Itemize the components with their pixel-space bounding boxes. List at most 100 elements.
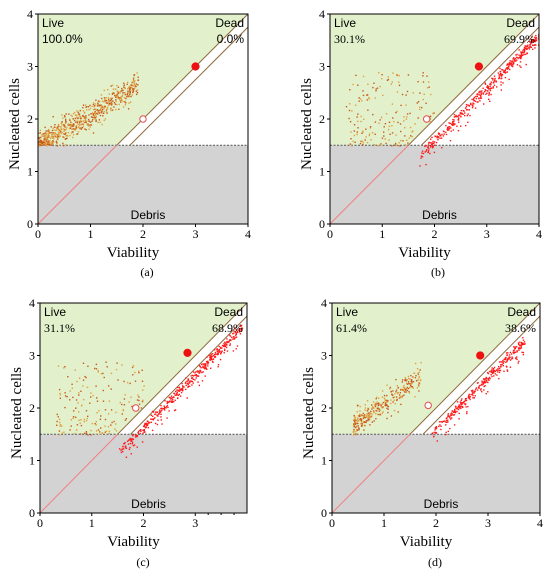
data-point	[63, 133, 65, 135]
data-point	[124, 93, 126, 96]
data-point	[490, 81, 492, 83]
data-point	[390, 399, 392, 401]
gate-handle-open[interactable]	[424, 401, 432, 410]
live-percentage: 61.4%	[336, 321, 367, 335]
data-point	[429, 115, 432, 118]
data-point	[57, 123, 60, 126]
data-point	[159, 411, 162, 413]
data-point	[380, 403, 382, 406]
data-point	[373, 407, 375, 409]
data-point	[475, 97, 477, 100]
data-point	[166, 417, 168, 419]
plot-area	[38, 14, 248, 224]
gate-handle-open[interactable]	[422, 115, 431, 123]
data-point	[181, 382, 183, 385]
data-point	[355, 425, 358, 427]
data-point	[364, 404, 366, 406]
data-point	[218, 350, 220, 352]
data-point	[130, 87, 132, 89]
data-point	[406, 113, 409, 115]
data-point	[416, 387, 419, 389]
data-point	[48, 142, 50, 144]
data-point	[348, 117, 350, 120]
data-point	[518, 54, 520, 56]
data-point	[495, 369, 498, 371]
data-point	[108, 400, 111, 402]
data-point	[182, 386, 184, 388]
gate-handle-filled[interactable]	[474, 62, 484, 71]
data-point	[498, 371, 501, 374]
data-point	[454, 408, 456, 411]
data-point	[107, 97, 109, 99]
data-point	[494, 77, 496, 80]
data-point	[122, 93, 124, 95]
gate-handle-open[interactable]	[132, 404, 140, 412]
data-point	[204, 375, 206, 377]
data-point	[119, 401, 121, 404]
data-point	[509, 366, 512, 368]
data-point	[137, 76, 139, 78]
data-point	[445, 131, 447, 134]
data-point	[537, 36, 539, 38]
data-point	[394, 393, 396, 395]
data-point	[349, 103, 351, 105]
data-point	[205, 366, 207, 368]
data-point	[56, 145, 58, 147]
data-point	[138, 372, 140, 374]
data-point	[445, 431, 447, 434]
data-point	[130, 84, 133, 86]
data-point	[472, 105, 474, 107]
data-point	[111, 421, 113, 424]
data-point	[423, 93, 425, 95]
data-point	[506, 370, 509, 372]
data-point	[116, 362, 118, 364]
gate-handle-open[interactable]	[139, 115, 147, 123]
data-point	[100, 97, 103, 100]
data-point	[522, 54, 524, 56]
data-point	[356, 405, 359, 407]
data-point	[513, 352, 515, 355]
data-point	[433, 141, 436, 143]
data-point	[76, 118, 78, 120]
data-point	[375, 398, 377, 400]
data-point	[53, 141, 55, 143]
data-point	[356, 116, 358, 118]
data-point	[108, 98, 110, 101]
data-point	[91, 116, 94, 118]
gate-handle-filled[interactable]	[183, 348, 192, 357]
data-point	[411, 135, 413, 138]
data-point	[123, 443, 126, 445]
data-point	[82, 114, 84, 117]
y-axis-label: Nucleated cells	[301, 367, 317, 459]
data-point	[400, 104, 402, 107]
data-point	[187, 386, 189, 388]
data-point	[465, 403, 467, 405]
data-point	[457, 130, 460, 132]
data-point	[381, 412, 383, 414]
data-point	[78, 120, 80, 122]
data-point	[352, 425, 355, 428]
data-point	[354, 418, 356, 420]
data-point	[58, 129, 61, 131]
data-point	[132, 79, 135, 82]
data-point	[210, 367, 212, 369]
data-point	[141, 441, 144, 443]
data-point	[506, 360, 508, 363]
gate-handle-filled[interactable]	[191, 62, 200, 71]
data-point	[491, 371, 494, 373]
data-point	[161, 407, 163, 409]
data-point	[395, 134, 397, 136]
data-point	[360, 140, 362, 143]
data-point	[454, 411, 457, 414]
gate-handle-filled[interactable]	[476, 351, 485, 360]
data-point	[196, 370, 199, 372]
data-point	[455, 116, 458, 118]
data-point	[522, 353, 525, 356]
debris-gate-region	[40, 434, 247, 513]
data-point	[355, 426, 358, 428]
data-point	[354, 417, 356, 420]
data-point	[356, 422, 358, 425]
data-point	[104, 98, 106, 101]
data-point	[158, 413, 160, 415]
data-point	[216, 351, 218, 353]
